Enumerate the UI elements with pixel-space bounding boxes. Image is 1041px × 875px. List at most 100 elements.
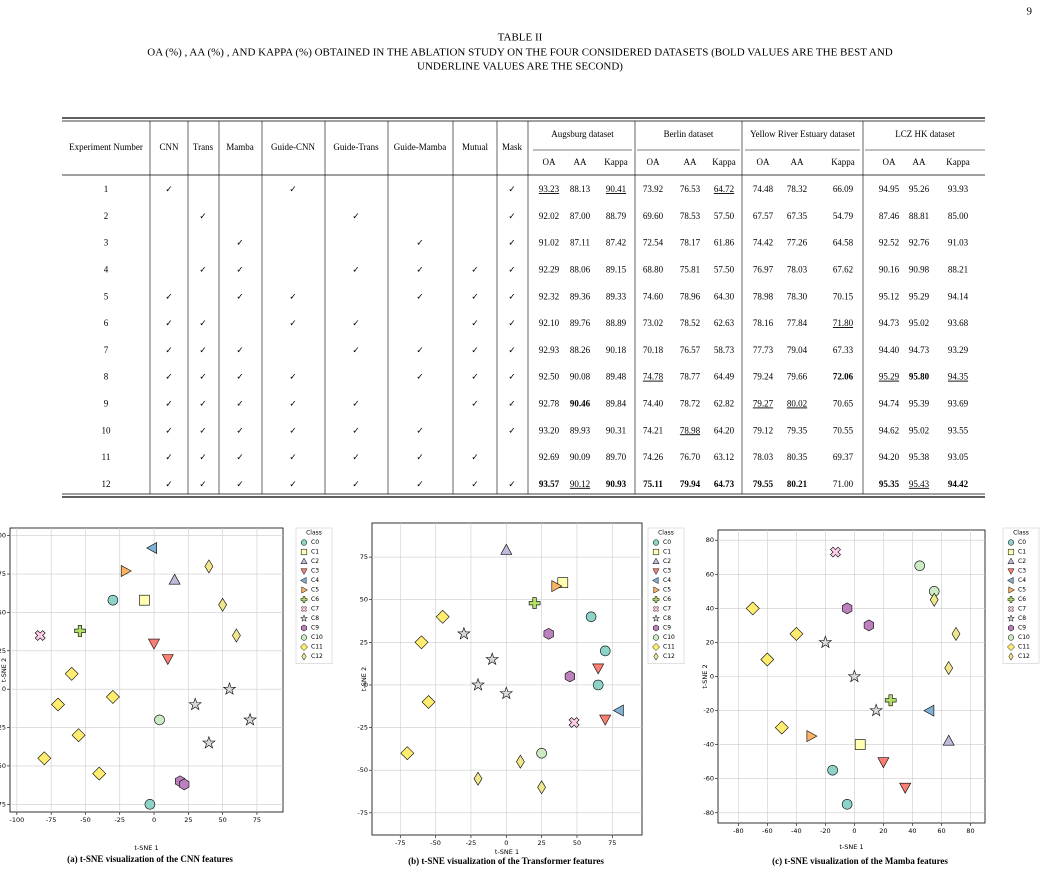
table-cell: 92.32 [539,291,559,301]
legend-label: C6 [1018,596,1026,603]
table-cell: 12 [102,479,111,489]
legend-label: C2 [1018,558,1026,565]
table-cell: 92.78 [539,398,560,408]
table-cell: 76.70 [680,452,701,462]
legend-label: C7 [1018,606,1026,613]
legend-label: C9 [311,625,319,632]
table-cell: 94.20 [879,452,900,462]
legend-label: C0 [311,539,319,546]
scatter-point [528,597,541,609]
table-cell: 95.29 [909,291,930,301]
y-tick-label: 75 [0,570,6,578]
legend-marker [652,548,660,556]
table-cell: 88.06 [570,264,591,274]
scatter-point [745,601,760,616]
table-cell: ✓ [508,264,516,274]
dataset-header: Berlin dataset [664,129,714,139]
table-cell: 2 [104,211,109,221]
table-cell: 93.20 [539,425,560,435]
table-cell: 92.29 [539,264,560,274]
scatter-point [612,704,624,717]
table-cell: 78.17 [680,238,701,248]
legend-label: C4 [663,577,671,584]
y-tick-label: 80 [706,536,714,544]
scatter-point [929,592,939,607]
legend-label: C0 [663,539,671,546]
table-cell: 79.12 [753,425,773,435]
scatter-point [869,703,883,717]
table-cell: 71.00 [833,479,854,489]
figure-caption: (b) t-SNE visualization of the Transform… [408,856,604,866]
table-cell: 91.02 [539,238,559,248]
table-cell: 90.09 [570,452,591,462]
legend-marker [301,586,308,594]
table-cell: ✓ [199,372,207,382]
metric-header: OA [647,157,660,167]
table-cell: ✓ [236,291,244,301]
table-cell: 79.24 [753,372,774,382]
table-cell: 67.35 [787,211,808,221]
scatter-point [928,585,940,597]
table-cell: 90.18 [606,345,627,355]
table-cell: ✓ [416,425,424,435]
legend-label: C10 [1018,634,1030,641]
scatter-point [232,628,241,643]
table-cell: ✓ [199,479,207,489]
x-tick-label: 75 [253,816,261,824]
table-cell: ✓ [416,372,424,382]
table-cell: 95.26 [909,184,930,194]
legend-marker [1008,624,1014,632]
scatter-point [473,771,483,786]
table-cell: 94.74 [879,398,900,408]
y-tick-label: 0 [2,685,6,693]
table-cell: ✓ [165,398,173,408]
table-cell: 88.81 [909,211,929,221]
legend-label: C5 [311,587,319,594]
metric-header: OA [883,157,896,167]
table-cell: ✓ [236,372,244,382]
table-cell: 77.26 [787,238,808,248]
table-cell: 78.03 [787,264,808,274]
legend-label: C12 [311,653,323,660]
table-cell: ✓ [352,425,360,435]
legend-marker [652,576,659,585]
table-cell: 94.40 [879,345,900,355]
table-cell: ✓ [289,318,297,328]
x-tick-label: 0 [852,827,856,835]
table-cell: 89.84 [606,398,627,408]
column-header: Guide-Trans [333,142,379,152]
table-cell: ✓ [165,479,173,489]
y-tick-label: -25 [0,724,6,732]
x-axis-label: t-SNE 1 [495,848,519,856]
legend-label: C12 [1018,653,1030,660]
y-axis-label: t-SNE 2 [0,658,8,682]
table-cell: ✓ [352,452,360,462]
table-cell: ✓ [416,479,424,489]
table-cell: ✓ [236,452,244,462]
table-cell: 10 [102,425,112,435]
table-cell: ✓ [236,264,244,274]
table-cell: 88.26 [570,345,591,355]
column-header: Experiment Number [69,142,143,152]
table-cell: 88.89 [606,318,627,328]
metric-header: Kappa [831,157,855,167]
table-cell: 93.29 [948,345,969,355]
legend-marker [300,605,308,613]
scatter-point [854,739,866,750]
scatter-point [147,638,161,650]
table-cell: 93.55 [948,425,969,435]
table-cell: 73.92 [643,184,663,194]
table-cell: 74.40 [643,398,664,408]
scatter-point [568,717,580,728]
table-cell: 93.57 [539,479,560,489]
table-cell: 73.02 [643,318,663,328]
legend-marker [300,596,308,603]
table-cell: ✓ [352,479,360,489]
scatter-point [71,728,86,743]
table-cell: 70.55 [833,425,854,435]
legend-label: C11 [1018,644,1030,651]
table-cell: 89.48 [606,372,627,382]
table-cell: ✓ [471,398,479,408]
table-cell: ✓ [165,318,173,328]
